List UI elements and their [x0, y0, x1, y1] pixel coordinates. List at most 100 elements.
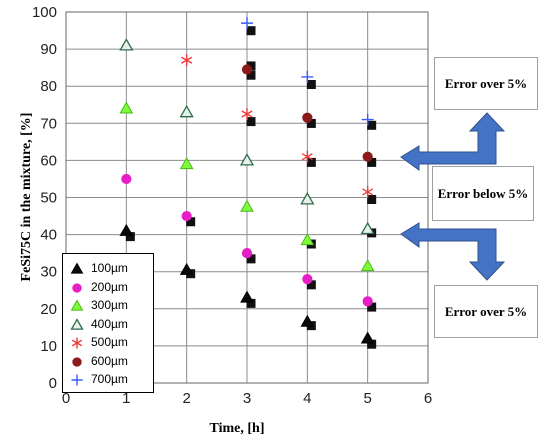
arrow-to-error-over-bottom	[400, 222, 506, 281]
y-axis-title: FeSi75C in the mixture, [%]	[19, 113, 34, 282]
legend-marker-shape	[70, 262, 84, 274]
legend-marker-shape	[72, 356, 82, 367]
chart-legend: 100µm 200µm 300µm 400µm 500µm 600µm 700µm	[62, 253, 154, 393]
data-point	[241, 248, 253, 259]
data-point	[119, 223, 134, 236]
annotation-error-over-top: Error over 5%	[434, 57, 538, 110]
calculated-point	[246, 254, 256, 264]
legend-item: 400µm	[63, 316, 155, 333]
data-point	[241, 17, 253, 30]
annotation-error-over-bottom: Error over 5%	[434, 285, 538, 338]
data-point	[240, 290, 254, 303]
calculated-point	[246, 70, 256, 80]
series-500µm	[181, 54, 374, 198]
legend-label: 600µm	[91, 353, 128, 368]
data-point	[181, 210, 192, 222]
data-point	[360, 221, 375, 235]
data-point	[239, 153, 255, 166]
y-tick-label: 50	[40, 190, 57, 207]
y-tick-label: 40	[40, 227, 57, 244]
series-400µm	[119, 38, 375, 235]
legend-item: 300µm	[63, 297, 155, 314]
calculated-point	[306, 280, 316, 290]
data-point	[301, 70, 314, 83]
annotation-error-below: Error below 5%	[432, 166, 534, 221]
legend-item: 600µm	[63, 353, 155, 370]
x-tick-label: 3	[243, 390, 251, 407]
calculated-point	[246, 61, 256, 71]
data-point	[179, 157, 194, 170]
data-point	[302, 274, 313, 285]
series-300µm	[119, 101, 375, 272]
series-700µm	[241, 17, 374, 126]
legend-label: 500µm	[91, 335, 128, 349]
x-axis-title: Time, [h]	[210, 421, 265, 436]
data-point	[300, 233, 315, 246]
legend-label: 400µm	[91, 316, 128, 331]
legend-item: 500µm	[63, 334, 155, 351]
legend-marker	[72, 282, 82, 293]
x-tick-label: 1	[122, 390, 130, 407]
annotation-text: Error below 5%	[437, 185, 529, 201]
data-point	[360, 259, 375, 272]
legend-label: 300µm	[91, 298, 128, 312]
legend-item: 100µm	[63, 260, 155, 277]
annotation-text: Error over 5%	[444, 75, 528, 91]
series-600µm	[241, 64, 373, 162]
y-tick-label: 90	[40, 41, 57, 58]
calculated-point	[306, 118, 316, 128]
y-tick-label: 60	[40, 152, 57, 169]
data-point	[119, 101, 134, 114]
series-200µm	[121, 173, 373, 307]
legend-marker	[71, 337, 83, 349]
calculated-point	[306, 79, 316, 89]
legend-marker	[72, 356, 82, 367]
calculated-point	[367, 302, 377, 312]
data-point	[362, 151, 373, 162]
calculated-point	[367, 120, 377, 130]
data-point	[362, 185, 374, 198]
data-point	[300, 192, 315, 205]
legend-marker	[70, 262, 84, 274]
legend-marker	[70, 299, 84, 311]
calculated-point	[246, 117, 256, 127]
data-point	[301, 150, 313, 163]
legend-marker	[70, 317, 84, 330]
data-point	[300, 314, 315, 327]
y-tick-label: 10	[40, 338, 57, 355]
legend-marker-shape	[71, 337, 83, 349]
data-point	[241, 64, 253, 75]
calculated-point	[246, 298, 256, 308]
y-tick-label: 0	[49, 375, 57, 392]
y-tick-label: 30	[40, 264, 57, 281]
legend-marker-shape	[70, 299, 84, 311]
plot-area	[65, 11, 429, 384]
y-tick-label: 20	[40, 301, 57, 318]
data-point	[121, 173, 132, 185]
arrow-to-error-over-top	[400, 112, 506, 171]
legend-label: 100µm	[91, 261, 128, 275]
data-point	[362, 296, 373, 307]
legend-label: 200µm	[91, 279, 128, 294]
legend-marker-shape	[71, 374, 83, 386]
data-point	[181, 54, 193, 67]
calculated-point	[246, 26, 256, 36]
y-tick-label: 80	[40, 78, 57, 95]
x-tick-label: 0	[62, 390, 70, 407]
series-100µm	[119, 223, 375, 344]
calculated-point	[367, 157, 377, 167]
legend-item: 200µm	[63, 279, 155, 296]
calculated-point	[306, 157, 316, 167]
legend-item: 700µm	[63, 371, 155, 388]
data-point	[361, 113, 374, 126]
legend-marker	[71, 374, 83, 386]
legend-label: 700µm	[91, 372, 128, 386]
data-point	[360, 331, 375, 344]
x-tick-label: 6	[424, 390, 432, 407]
calculated-point	[186, 217, 196, 227]
y-tick-label: 100	[32, 4, 57, 21]
data-point	[302, 112, 313, 123]
data-point	[179, 262, 194, 275]
legend-marker-shape	[70, 317, 84, 330]
